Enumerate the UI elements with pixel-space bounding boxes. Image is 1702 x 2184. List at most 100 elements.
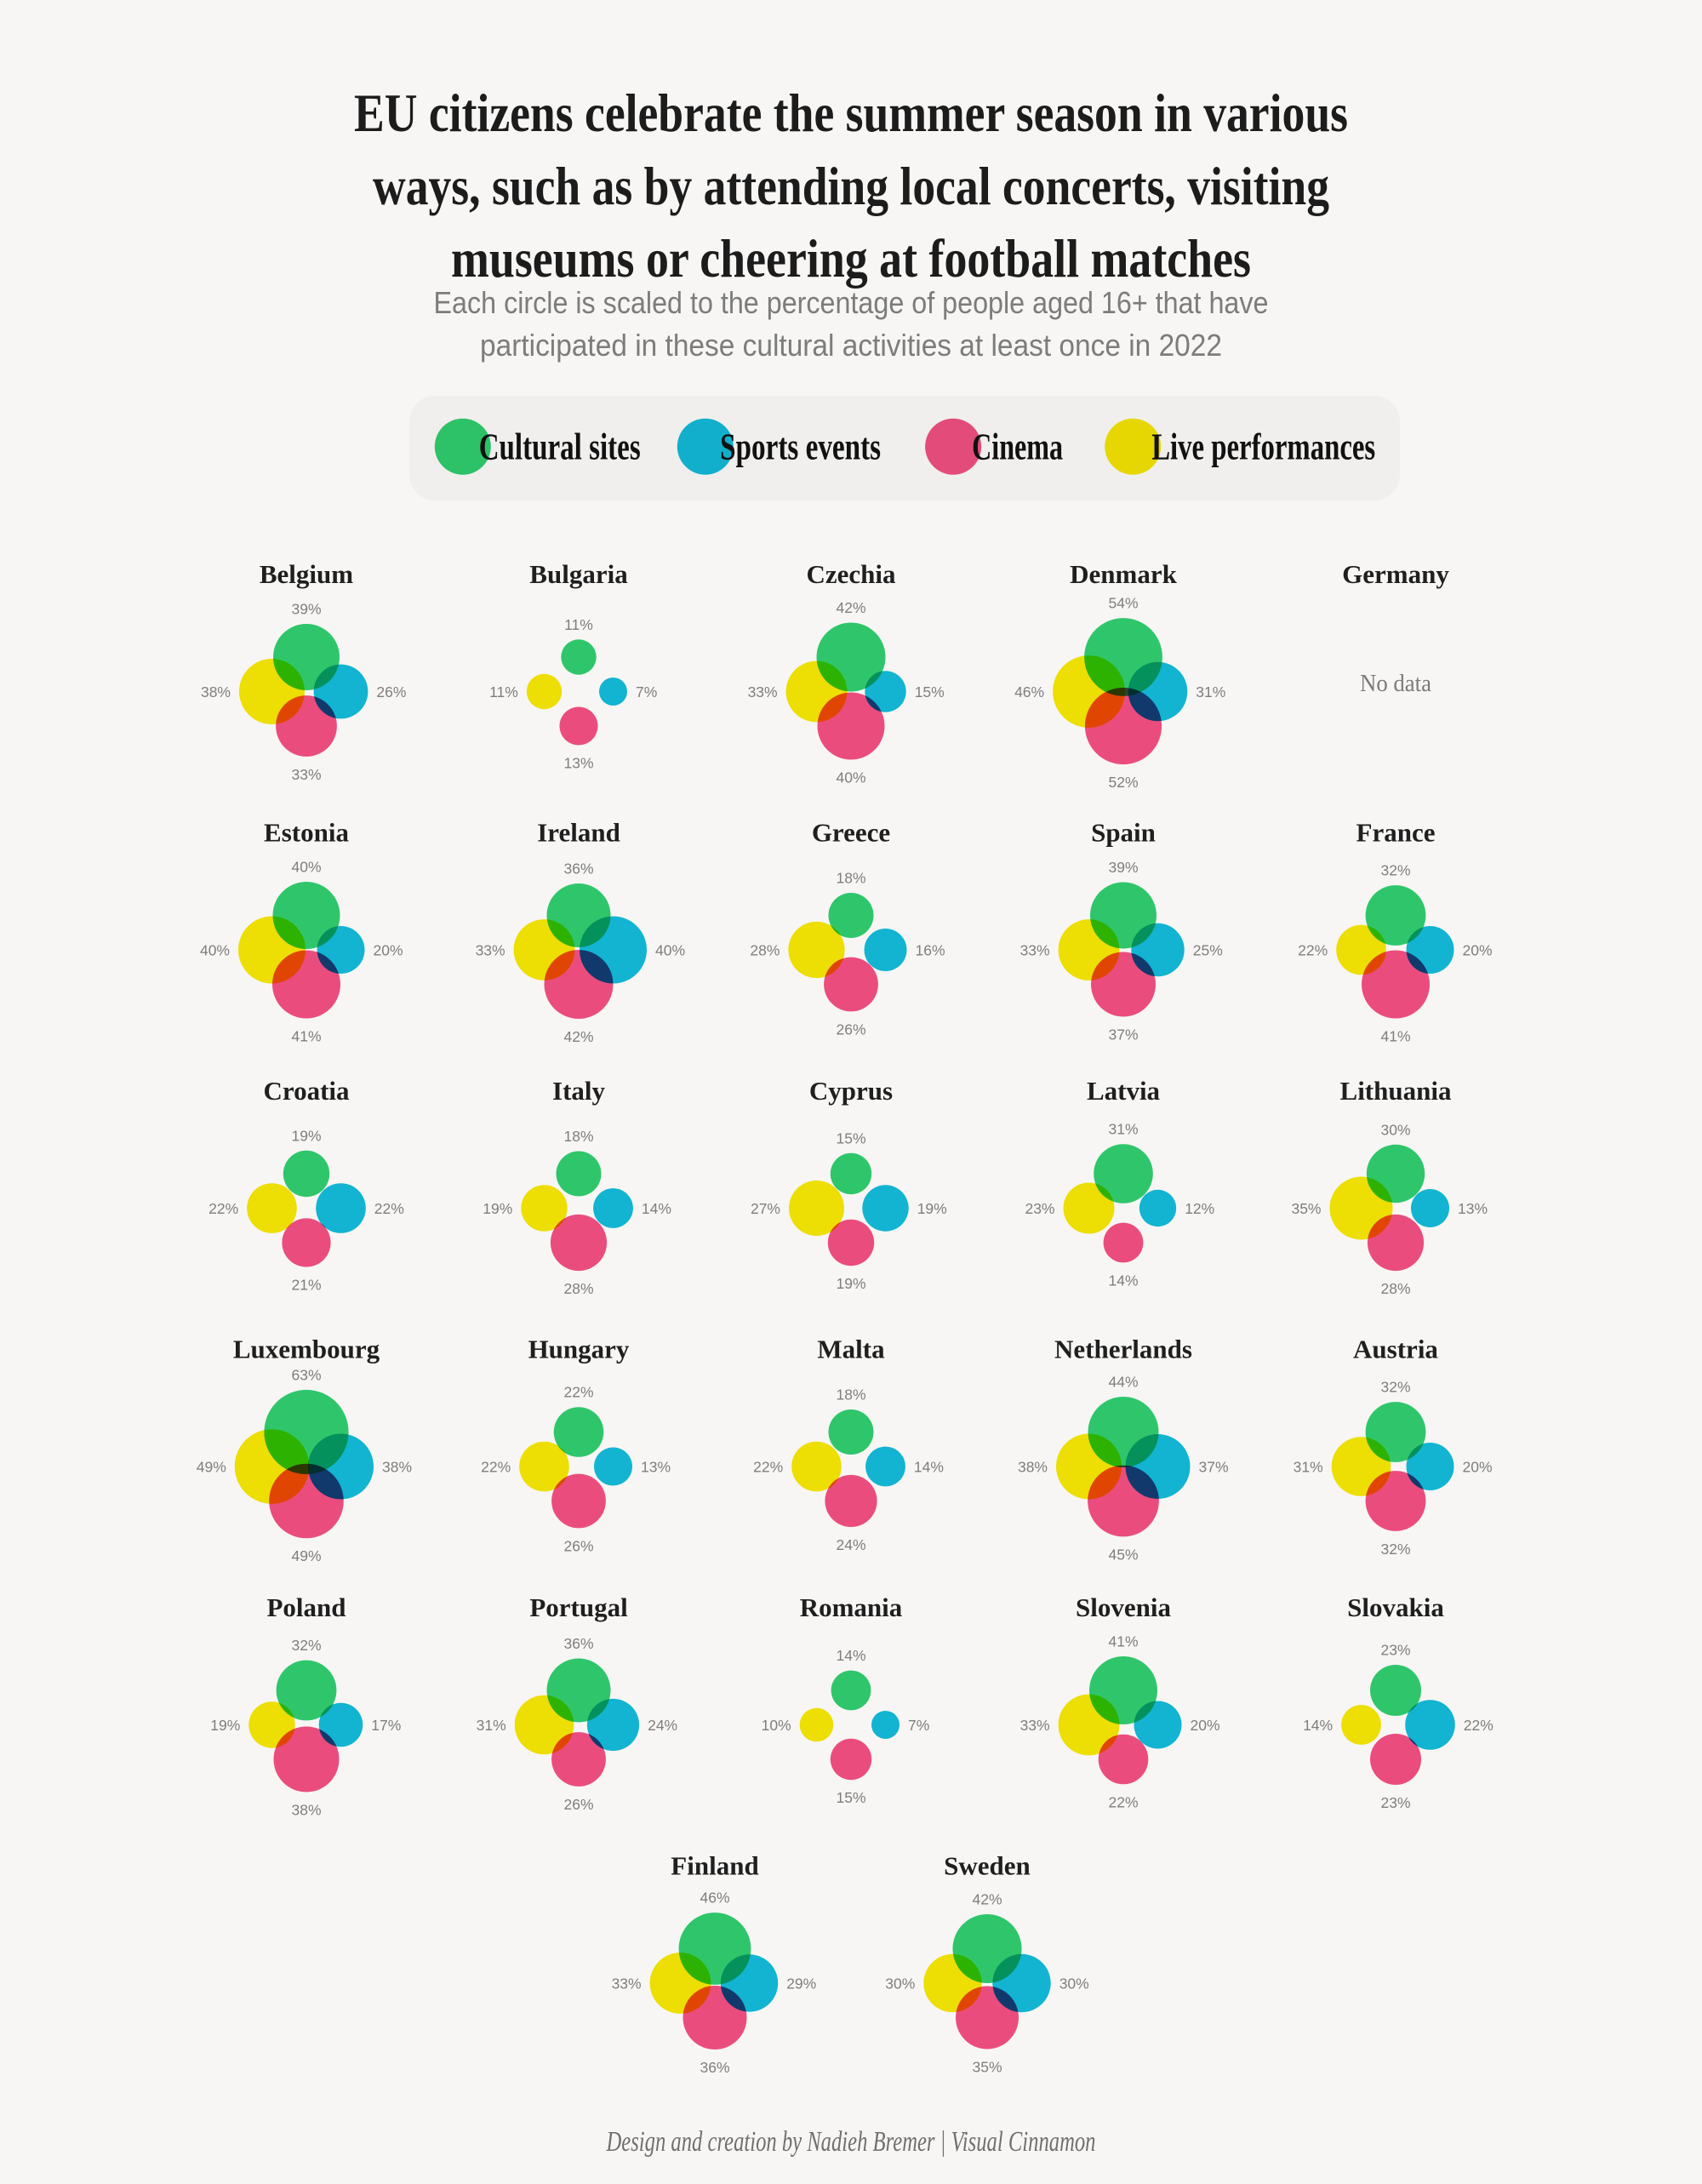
svg-text:38%: 38% xyxy=(291,1802,321,1819)
svg-text:52%: 52% xyxy=(1108,774,1138,791)
svg-text:26%: 26% xyxy=(376,683,406,700)
svg-text:35%: 35% xyxy=(972,2059,1002,2076)
svg-text:14%: 14% xyxy=(1303,1717,1333,1734)
svg-text:22%: 22% xyxy=(1298,941,1328,958)
svg-text:20%: 20% xyxy=(1463,941,1493,958)
svg-text:Belgium: Belgium xyxy=(260,559,353,589)
svg-text:Croatia: Croatia xyxy=(263,1076,350,1106)
svg-text:15%: 15% xyxy=(836,1129,865,1146)
svg-text:14%: 14% xyxy=(914,1458,944,1475)
svg-text:33%: 33% xyxy=(291,766,321,783)
svg-text:24%: 24% xyxy=(648,1717,677,1734)
svg-text:38%: 38% xyxy=(201,683,231,700)
svg-text:Luxembourg: Luxembourg xyxy=(233,1335,380,1364)
svg-text:26%: 26% xyxy=(563,1537,593,1554)
svg-text:Czechia: Czechia xyxy=(806,559,896,589)
svg-text:27%: 27% xyxy=(751,1200,780,1217)
svg-text:18%: 18% xyxy=(836,870,865,887)
svg-text:28%: 28% xyxy=(1380,1280,1410,1297)
svg-text:14%: 14% xyxy=(1108,1272,1138,1289)
svg-text:participated in these cultural: participated in these cultural activitie… xyxy=(480,328,1222,363)
svg-text:24%: 24% xyxy=(836,1536,865,1553)
svg-text:32%: 32% xyxy=(1380,1541,1410,1558)
svg-text:22%: 22% xyxy=(1464,1717,1494,1734)
svg-text:12%: 12% xyxy=(1185,1200,1214,1217)
svg-text:Germany: Germany xyxy=(1342,559,1449,589)
svg-text:14%: 14% xyxy=(836,1647,865,1664)
svg-text:20%: 20% xyxy=(1191,1717,1220,1734)
svg-text:Live performances: Live performances xyxy=(1151,426,1375,468)
svg-text:31%: 31% xyxy=(1294,1458,1323,1475)
svg-text:16%: 16% xyxy=(916,941,945,958)
svg-text:Poland: Poland xyxy=(266,1592,346,1622)
svg-text:36%: 36% xyxy=(700,2059,729,2076)
svg-text:EU citizens celebrate the summ: EU citizens celebrate the summer season … xyxy=(354,83,1348,143)
svg-text:20%: 20% xyxy=(374,941,403,958)
svg-text:21%: 21% xyxy=(291,1277,321,1294)
svg-text:36%: 36% xyxy=(563,860,593,878)
svg-text:Denmark: Denmark xyxy=(1070,559,1177,589)
svg-text:19%: 19% xyxy=(483,1200,512,1217)
svg-text:42%: 42% xyxy=(563,1028,593,1045)
svg-text:Design and creation by Nadieh: Design and creation by Nadieh Bremer | V… xyxy=(606,2126,1096,2158)
svg-text:31%: 31% xyxy=(1196,683,1225,700)
svg-text:20%: 20% xyxy=(1463,1458,1493,1475)
svg-text:29%: 29% xyxy=(786,1975,816,1992)
svg-text:13%: 13% xyxy=(1458,1200,1488,1217)
svg-text:18%: 18% xyxy=(836,1386,865,1404)
svg-text:19%: 19% xyxy=(836,1275,865,1292)
svg-text:11%: 11% xyxy=(564,616,593,633)
svg-text:26%: 26% xyxy=(836,1021,865,1038)
svg-text:15%: 15% xyxy=(915,683,945,700)
svg-text:ways, such as by attending loc: ways, such as by attending local concert… xyxy=(373,157,1329,216)
svg-text:25%: 25% xyxy=(1193,941,1223,958)
svg-text:30%: 30% xyxy=(885,1975,915,1992)
svg-text:7%: 7% xyxy=(636,683,657,700)
svg-text:39%: 39% xyxy=(1108,859,1138,876)
svg-text:32%: 32% xyxy=(291,1637,321,1654)
svg-text:33%: 33% xyxy=(476,941,505,958)
svg-text:Portugal: Portugal xyxy=(529,1592,628,1622)
svg-text:30%: 30% xyxy=(1380,1121,1410,1138)
svg-text:40%: 40% xyxy=(200,941,230,958)
svg-text:23%: 23% xyxy=(1380,1794,1410,1811)
svg-text:49%: 49% xyxy=(291,1547,321,1564)
svg-text:38%: 38% xyxy=(382,1458,412,1475)
svg-text:33%: 33% xyxy=(612,1975,642,1992)
svg-text:7%: 7% xyxy=(908,1717,929,1734)
svg-text:18%: 18% xyxy=(563,1128,593,1145)
svg-text:40%: 40% xyxy=(291,859,321,876)
svg-text:Austria: Austria xyxy=(1353,1335,1438,1364)
svg-text:Slovakia: Slovakia xyxy=(1347,1592,1444,1622)
svg-text:11%: 11% xyxy=(489,683,518,700)
svg-text:museums or cheering at footbal: museums or cheering at football matches xyxy=(451,229,1251,289)
svg-text:France: France xyxy=(1356,818,1436,848)
svg-text:13%: 13% xyxy=(641,1458,671,1475)
svg-text:40%: 40% xyxy=(836,769,865,786)
svg-text:Sweden: Sweden xyxy=(944,1851,1031,1881)
svg-text:54%: 54% xyxy=(1108,595,1138,612)
svg-text:Greece: Greece xyxy=(812,818,890,848)
svg-text:Latvia: Latvia xyxy=(1087,1076,1161,1106)
svg-text:31%: 31% xyxy=(477,1717,506,1734)
svg-text:Italy: Italy xyxy=(552,1076,606,1106)
svg-text:30%: 30% xyxy=(1059,1975,1089,1992)
svg-text:Ireland: Ireland xyxy=(537,818,620,848)
svg-text:No data: No data xyxy=(1360,671,1432,697)
svg-text:35%: 35% xyxy=(1291,1200,1321,1217)
svg-text:15%: 15% xyxy=(836,1789,865,1806)
svg-text:41%: 41% xyxy=(1108,1633,1138,1650)
svg-text:10%: 10% xyxy=(762,1717,791,1734)
svg-text:Spain: Spain xyxy=(1091,818,1156,848)
svg-text:33%: 33% xyxy=(1020,1717,1050,1734)
svg-text:Cultural sites: Cultural sites xyxy=(479,426,641,468)
svg-text:Bulgaria: Bulgaria xyxy=(529,559,628,589)
svg-text:19%: 19% xyxy=(917,1200,947,1217)
svg-text:44%: 44% xyxy=(1108,1374,1138,1391)
svg-text:22%: 22% xyxy=(563,1384,593,1401)
svg-text:42%: 42% xyxy=(836,599,865,616)
svg-text:39%: 39% xyxy=(291,601,321,618)
svg-text:46%: 46% xyxy=(700,1890,729,1907)
svg-text:13%: 13% xyxy=(563,755,593,772)
svg-text:40%: 40% xyxy=(655,941,685,958)
